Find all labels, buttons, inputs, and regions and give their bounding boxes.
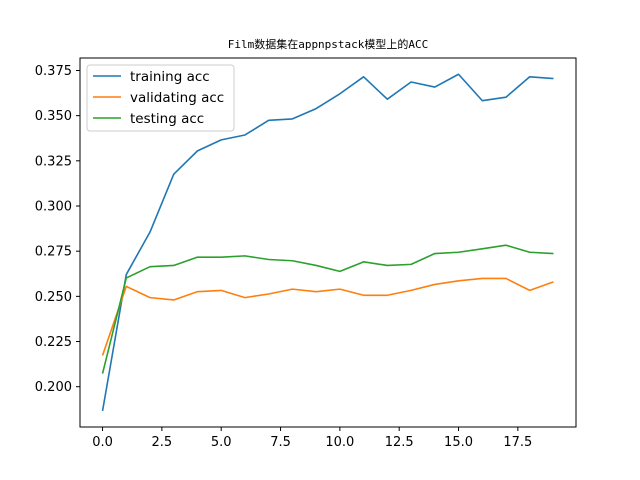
chart-title: Film数据集在appnpstack模型上的ACC: [228, 37, 429, 51]
series-line-validating-acc: [101, 277, 554, 356]
y-tick-label: 0.275: [35, 245, 72, 260]
y-axis: 0.200 0.225 0.250 0.275 0.300 0.325 0.350 0.375: [35, 64, 80, 395]
y-tick-label: 0.350: [35, 109, 72, 124]
legend-label-testing-acc: testing acc: [130, 111, 204, 127]
y-tick-label: 0.300: [35, 199, 72, 214]
plot-frame: [79, 57, 577, 428]
x-tick-label: 15.0: [444, 435, 473, 450]
legend-box: [86, 64, 235, 132]
y-tick-label: 0.225: [35, 335, 72, 350]
x-tick-label: 12.5: [385, 435, 414, 450]
x-tick-label: 7.5: [270, 435, 291, 450]
legend-label-validating-acc: validating acc: [130, 90, 224, 106]
series-line-training-acc: [101, 73, 554, 412]
series-line-testing-acc: [101, 244, 554, 374]
y-tick-label: 0.200: [35, 380, 72, 395]
legend-label-training-acc: training acc: [130, 69, 210, 85]
x-tick-label: 5.0: [211, 435, 232, 450]
x-tick-label: 0.0: [92, 435, 113, 450]
y-tick-label: 0.250: [35, 290, 72, 305]
y-tick-label: 0.375: [35, 64, 72, 79]
x-axis: 0.0 2.5 5.0 7.5 10.0 12.5 15.0 17.5: [92, 427, 532, 450]
series-layer: [101, 73, 554, 412]
legend: training acc validating acc testing acc: [86, 64, 235, 132]
x-tick-label: 2.5: [152, 435, 173, 450]
y-tick-label: 0.325: [35, 154, 72, 169]
x-tick-label: 10.0: [325, 435, 354, 450]
x-tick-label: 17.5: [503, 435, 532, 450]
